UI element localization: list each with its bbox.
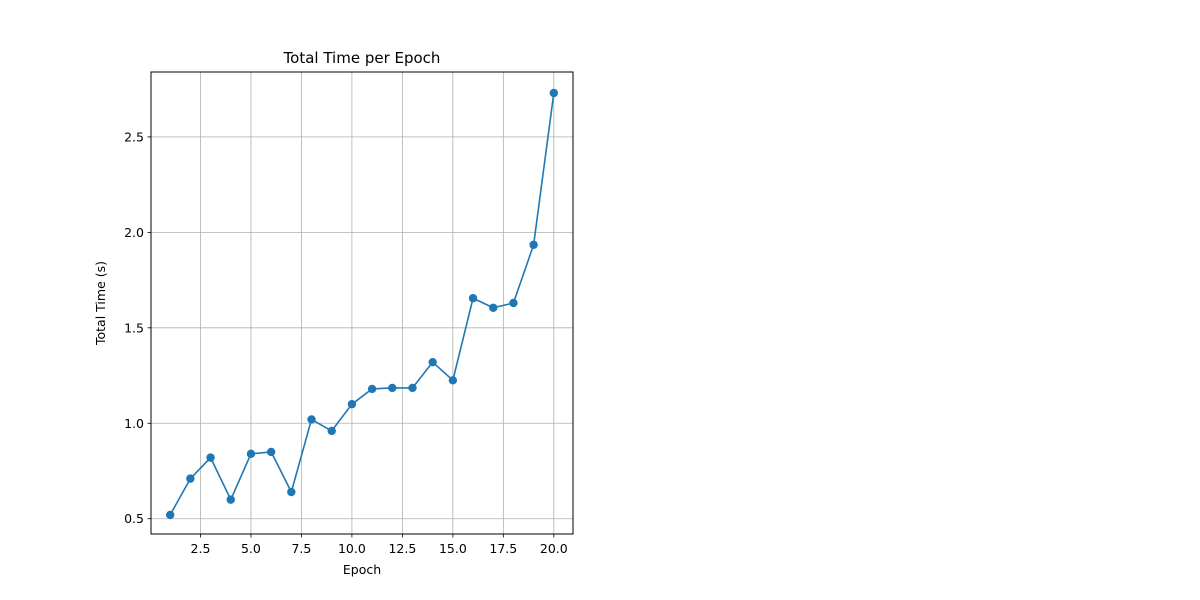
- y-tick-label: 0.5: [124, 511, 144, 526]
- data-point: [287, 487, 296, 497]
- data-point: [327, 426, 336, 436]
- x-tick-label: 5.0: [241, 541, 261, 556]
- data-point: [347, 399, 357, 409]
- data-point: [246, 449, 256, 459]
- data-point: [367, 384, 377, 394]
- data-point: [468, 294, 478, 303]
- data-point: [307, 415, 316, 424]
- data-point: [489, 303, 498, 312]
- chart-title: Total Time per Epoch: [283, 49, 441, 67]
- data-point: [428, 357, 437, 367]
- x-tick-label: 7.5: [291, 541, 311, 556]
- x-axis: 2.5 5.0 7.5 10.0 12.5 15.0 17.5 20.0: [191, 534, 568, 556]
- data-point: [408, 383, 417, 393]
- data-point: [448, 376, 458, 385]
- y-tick-label: 2.5: [124, 129, 144, 144]
- data-point: [226, 495, 235, 504]
- plot-frame: [150, 71, 574, 535]
- data-point: [266, 447, 276, 457]
- data-point: [206, 453, 215, 462]
- x-tick-label: 2.5: [191, 541, 211, 556]
- series-layer: [165, 88, 559, 520]
- data-point: [549, 88, 559, 98]
- y-tick-label: 1.0: [124, 416, 144, 431]
- x-tick-label: 15.0: [439, 541, 467, 556]
- data-point: [509, 298, 518, 308]
- data-point: [529, 240, 538, 249]
- x-tick-label: 20.0: [540, 541, 568, 556]
- x-tick-label: 17.5: [489, 541, 517, 556]
- x-tick-label: 10.0: [338, 541, 366, 556]
- x-tick-label: 12.5: [388, 541, 416, 556]
- data-point: [388, 383, 397, 393]
- y-axis-label: Total Time (s): [93, 261, 108, 346]
- series-line: [169, 92, 555, 516]
- y-tick-label: 2.0: [124, 225, 144, 240]
- grid: [151, 72, 573, 534]
- y-axis: 0.5 1.0 1.5 2.0 2.5: [124, 129, 151, 526]
- data-point: [165, 510, 175, 520]
- data-point: [186, 474, 195, 483]
- y-tick-label: 1.5: [124, 320, 144, 335]
- x-axis-label: Epoch: [343, 562, 381, 577]
